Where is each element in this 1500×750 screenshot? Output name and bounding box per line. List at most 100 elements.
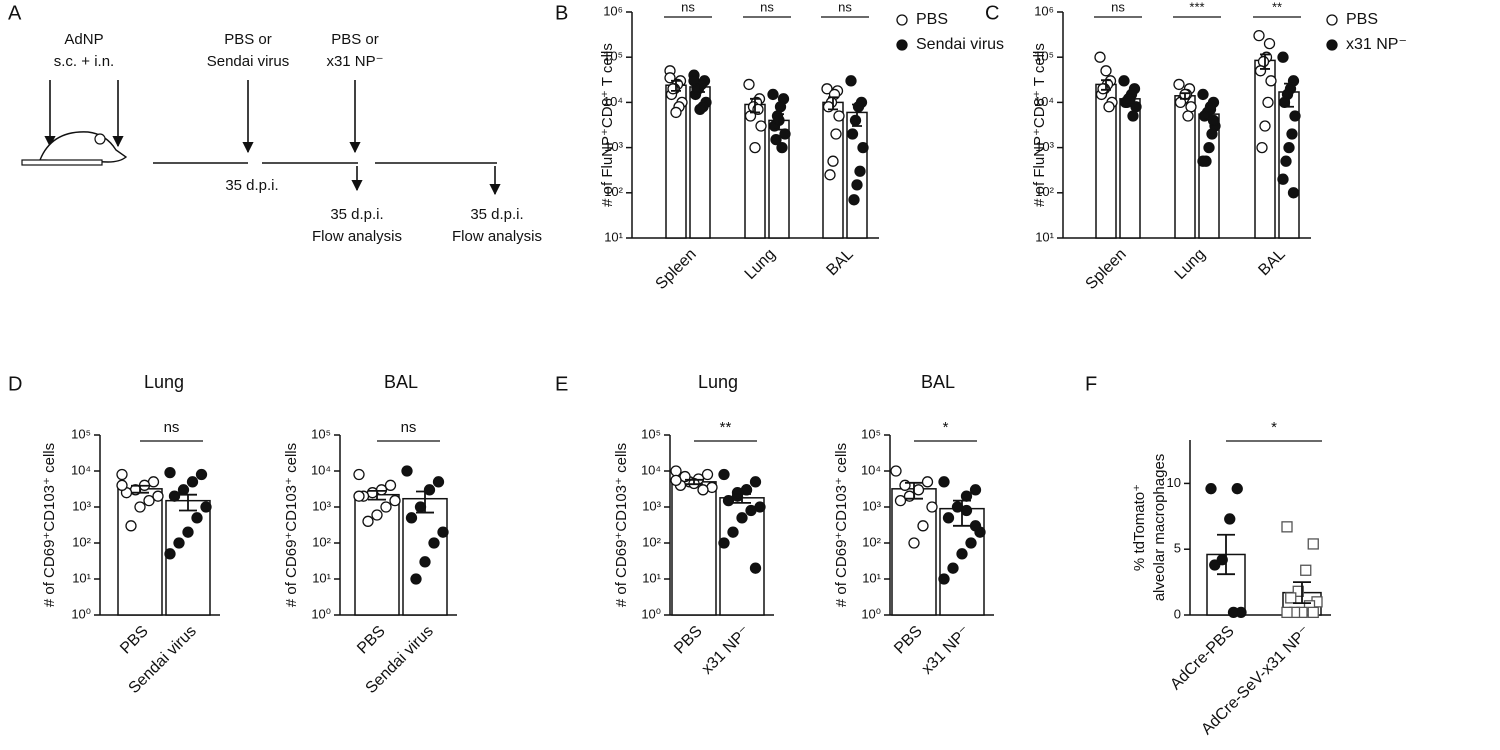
data-point	[1231, 483, 1243, 495]
y-tick-label: 10¹	[1035, 229, 1054, 244]
y-tick-label: 10	[1167, 475, 1181, 490]
readout: Flow analysis	[312, 228, 402, 245]
x-tick-label: x31 NP⁻	[699, 623, 754, 678]
data-point	[362, 515, 374, 527]
data-point	[1185, 101, 1197, 113]
data-point	[774, 101, 787, 113]
y-tick-label: 10⁵	[603, 49, 623, 64]
data-point	[1283, 141, 1295, 154]
data-point	[389, 495, 401, 507]
y-tick-label: 10²	[1035, 184, 1054, 199]
data-point	[846, 128, 859, 140]
mouse	[38, 131, 128, 163]
y-tick-label: 10²	[312, 534, 331, 549]
y-tick-label: 10²	[72, 534, 91, 549]
y-tick-label: 10⁵	[1034, 49, 1054, 64]
error-bar	[1204, 109, 1214, 120]
legend-marker	[896, 14, 908, 26]
x-tick-label: BAL	[1255, 246, 1288, 279]
data-point	[1256, 141, 1268, 154]
y-tick-label: 10³	[72, 498, 91, 513]
y-tick-label: 10⁴	[311, 462, 331, 477]
error-bar	[671, 79, 681, 92]
y-tick-label: 10⁰	[71, 606, 91, 621]
data-point	[727, 526, 739, 538]
data-point	[926, 501, 938, 513]
data-point	[1216, 554, 1228, 566]
readout: Flow analysis	[452, 228, 542, 245]
data-point	[1277, 51, 1289, 63]
error-bar	[131, 484, 149, 494]
data-point	[152, 490, 164, 502]
data-point	[164, 466, 176, 479]
data-point	[1207, 114, 1220, 127]
data-point	[749, 476, 762, 488]
data-point	[423, 484, 436, 496]
y-tick-label: 10³	[604, 139, 623, 154]
legend-marker	[896, 39, 908, 51]
data-point	[1300, 564, 1312, 576]
data-point	[845, 75, 857, 87]
data-point	[749, 141, 761, 154]
y-tick-label: 10⁴	[641, 462, 661, 477]
significance: ns	[838, 0, 852, 14]
prime-agent: AdNP	[64, 31, 103, 48]
x-tick-label: Lung	[742, 246, 779, 283]
data-point	[1287, 187, 1300, 199]
data-point	[718, 537, 730, 549]
error-bar	[750, 97, 760, 114]
y-axis-label: # of CD69⁺CD103⁺ cells	[833, 443, 850, 607]
y-tick-label: 10³	[642, 498, 661, 513]
data-point	[125, 520, 137, 532]
error-bar	[1125, 94, 1135, 104]
data-point	[410, 573, 422, 585]
data-point	[938, 476, 950, 488]
data-point	[852, 101, 865, 113]
data-point	[116, 479, 128, 491]
y-tick-label: 10¹	[862, 570, 881, 585]
challenge-text: x31 NP⁻	[326, 53, 383, 70]
data-point	[186, 476, 199, 488]
data-point	[767, 88, 779, 101]
data-point	[670, 106, 682, 119]
data-point	[371, 509, 383, 521]
data-point	[1103, 101, 1115, 113]
x-tick-label: PBS	[117, 623, 152, 658]
panel-label: C	[985, 2, 999, 24]
data-point	[917, 520, 929, 532]
data-point	[697, 484, 709, 496]
data-point	[1253, 29, 1265, 42]
data-point	[899, 479, 911, 491]
error-bar	[368, 490, 386, 501]
legend-marker	[1326, 14, 1338, 26]
data-point	[353, 490, 365, 502]
y-tick-label: 10²	[604, 184, 623, 199]
significance: ***	[1189, 0, 1204, 14]
data-point	[1263, 37, 1276, 50]
data-point	[164, 548, 176, 560]
data-point	[912, 484, 925, 496]
y-tick-label: 10⁴	[1034, 94, 1054, 109]
data-point	[848, 194, 860, 206]
y-axis-label: # of FluNP⁺CD8⁺ T cells	[1031, 43, 1048, 207]
significance: ns	[164, 419, 180, 436]
data-point	[177, 484, 190, 496]
data-point	[143, 495, 155, 507]
y-tick-label: 10⁰	[311, 606, 331, 621]
readout: 35 d.p.i.	[470, 206, 523, 223]
y-axis-label: # of CD69⁺CD103⁺ cells	[283, 443, 300, 607]
panel-label: B	[555, 2, 568, 24]
x-tick-label: x31 NP⁻	[919, 623, 974, 678]
data-point	[1209, 559, 1221, 571]
y-axis-label: alveolar macrophages	[1151, 454, 1168, 602]
x-tick-label: Spleen	[653, 246, 700, 293]
data-point	[965, 537, 977, 549]
data-point	[1307, 538, 1319, 550]
data-point	[827, 155, 839, 167]
data-point	[736, 512, 748, 524]
data-point	[755, 120, 767, 132]
data-point	[833, 110, 845, 122]
